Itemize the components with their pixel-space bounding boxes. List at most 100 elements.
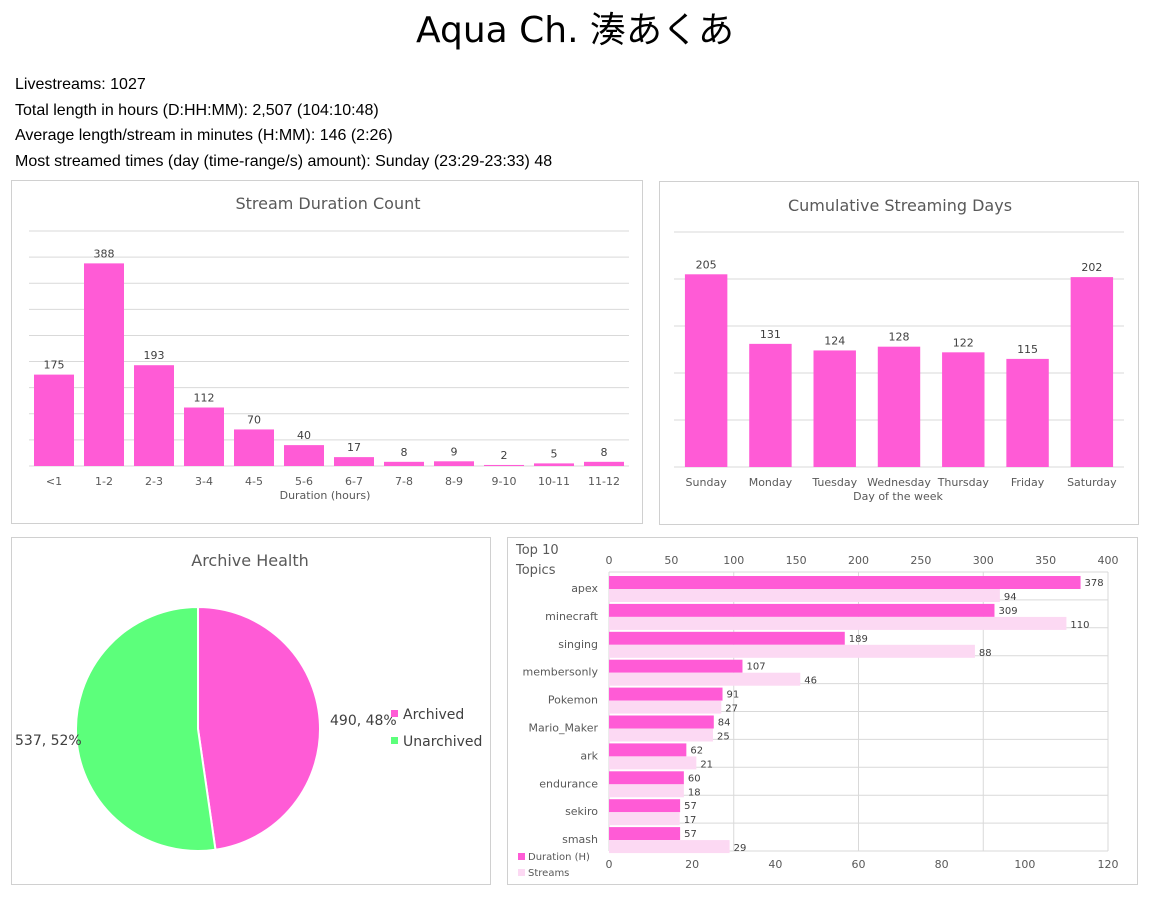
tick-label: <1 (46, 475, 62, 488)
duration-data-label: 189 (849, 634, 868, 645)
archive-chart: Archive Health 490, 48% 537, 52% Archived Un… (15, 551, 482, 852)
data-label: 202 (1081, 261, 1102, 274)
bar (877, 346, 921, 467)
category-label: membersonly (523, 666, 599, 679)
tick-label: 8-9 (445, 475, 463, 488)
duration-data-label: 107 (746, 662, 765, 673)
chart-title: Top 10 (515, 543, 559, 558)
bottom-tick-label: 120 (1098, 858, 1119, 871)
bar (184, 407, 224, 466)
days-chart: Cumulative Streaming Days 205 Sunday 131 Mon… (674, 196, 1124, 503)
top-tick-label: 350 (1035, 554, 1056, 567)
data-label: 9 (451, 445, 458, 458)
data-label: 5 (551, 447, 558, 460)
tick-label: 10-11 (538, 475, 570, 488)
bar (1006, 358, 1049, 467)
legend-label: Duration (H) (528, 852, 590, 863)
category-label: Pokemon (548, 694, 598, 707)
bar (434, 461, 474, 466)
tick-label: Wednesday (867, 476, 931, 489)
duration-bar (609, 576, 1081, 589)
top-tick-label: 250 (910, 554, 931, 567)
category-label: singing (558, 638, 598, 651)
chart-title: Archive Health (191, 551, 309, 570)
tick-label: Saturday (1067, 476, 1117, 489)
tick-label: 11-12 (588, 475, 620, 488)
tick-label: Tuesday (811, 476, 857, 489)
bottom-tick-label: 0 (606, 858, 613, 871)
duration-data-label: 378 (1085, 578, 1104, 589)
data-label: 70 (247, 413, 261, 426)
topics-chart-panel: Top 10 Topics 0 50 100 150 200 250 300 350 400 0 20 4… (507, 537, 1138, 885)
bar (1070, 277, 1114, 467)
streams-data-label: 29 (734, 843, 747, 854)
data-label: 40 (297, 429, 311, 442)
duration-bar (609, 631, 845, 645)
category-label: Mario_Maker (528, 722, 598, 735)
legend-swatch (391, 710, 398, 717)
tick-label: Monday (749, 476, 793, 489)
category-label: minecraft (545, 610, 599, 623)
duration-bar (609, 827, 681, 841)
top-tick-label: 200 (848, 554, 869, 567)
duration-data-label: 84 (718, 718, 731, 729)
tick-label: 5-6 (295, 475, 313, 488)
bottom-tick-label: 60 (852, 858, 866, 871)
duration-bar (609, 603, 995, 617)
topics-chart: Top 10 Topics 0 50 100 150 200 250 300 350 400 0 20 4… (515, 543, 1119, 879)
duration-data-label: 309 (998, 606, 1017, 617)
duration-bar (609, 659, 743, 673)
x-axis-title: Duration (hours) (280, 489, 371, 502)
bar (484, 464, 524, 466)
tick-label: Sunday (686, 476, 728, 489)
duration-data-label: 62 (690, 745, 703, 756)
category-label: endurance (539, 777, 598, 790)
tick-label: 3-4 (195, 475, 213, 488)
data-label: 124 (824, 334, 845, 347)
top-tick-label: 400 (1098, 554, 1119, 567)
tick-label: 4-5 (245, 475, 263, 488)
streams-bar (609, 700, 722, 714)
stat-total-length: Total length in hours (D:HH:MM): 2,507 (… (15, 101, 379, 119)
legend-label: Archived (403, 707, 464, 723)
legend-label: Unarchived (403, 734, 482, 750)
data-label: 193 (144, 349, 165, 362)
duration-data-label: 60 (688, 773, 701, 784)
streams-data-label: 17 (684, 815, 697, 826)
bar (684, 274, 728, 467)
legend-swatch (518, 869, 525, 876)
top-tick-label: 300 (973, 554, 994, 567)
streams-bar (609, 756, 697, 770)
tick-label: 1-2 (95, 475, 113, 488)
data-label: 115 (1017, 343, 1038, 356)
streams-bar (609, 644, 975, 658)
streams-bar (609, 784, 684, 798)
tick-label: 7-8 (395, 475, 413, 488)
chart-title: Stream Duration Count (235, 194, 420, 213)
bar (384, 461, 424, 466)
top-tick-label: 100 (723, 554, 744, 567)
legend-label: Streams (528, 868, 569, 879)
data-label: 122 (953, 336, 974, 349)
streams-bar (609, 589, 1000, 602)
data-label: 2 (501, 449, 508, 462)
bar (813, 350, 856, 467)
data-label: 8 (601, 446, 608, 459)
stats-block: Livestreams: 1027 Total length in hours … (15, 72, 552, 175)
category-label: apex (571, 582, 598, 595)
data-label: 388 (94, 247, 115, 260)
chart-title: Cumulative Streaming Days (788, 196, 1012, 215)
streams-data-label: 88 (979, 648, 992, 659)
top-tick-label: 0 (606, 554, 613, 567)
archive-chart-panel: Archive Health 490, 48% 537, 52% Archived Un… (11, 537, 491, 885)
tick-label: Friday (1011, 476, 1045, 489)
bar (334, 457, 374, 466)
data-label: 17 (347, 441, 361, 454)
bar (534, 463, 574, 466)
duration-chart-panel: Stream Duration Count 175 <1 388 1-2 193 2-3 11… (11, 180, 643, 524)
bottom-tick-label: 20 (685, 858, 699, 871)
bar (284, 445, 324, 466)
duration-bar (609, 743, 687, 757)
pie-slice (74, 605, 217, 852)
data-label: 131 (760, 328, 781, 341)
